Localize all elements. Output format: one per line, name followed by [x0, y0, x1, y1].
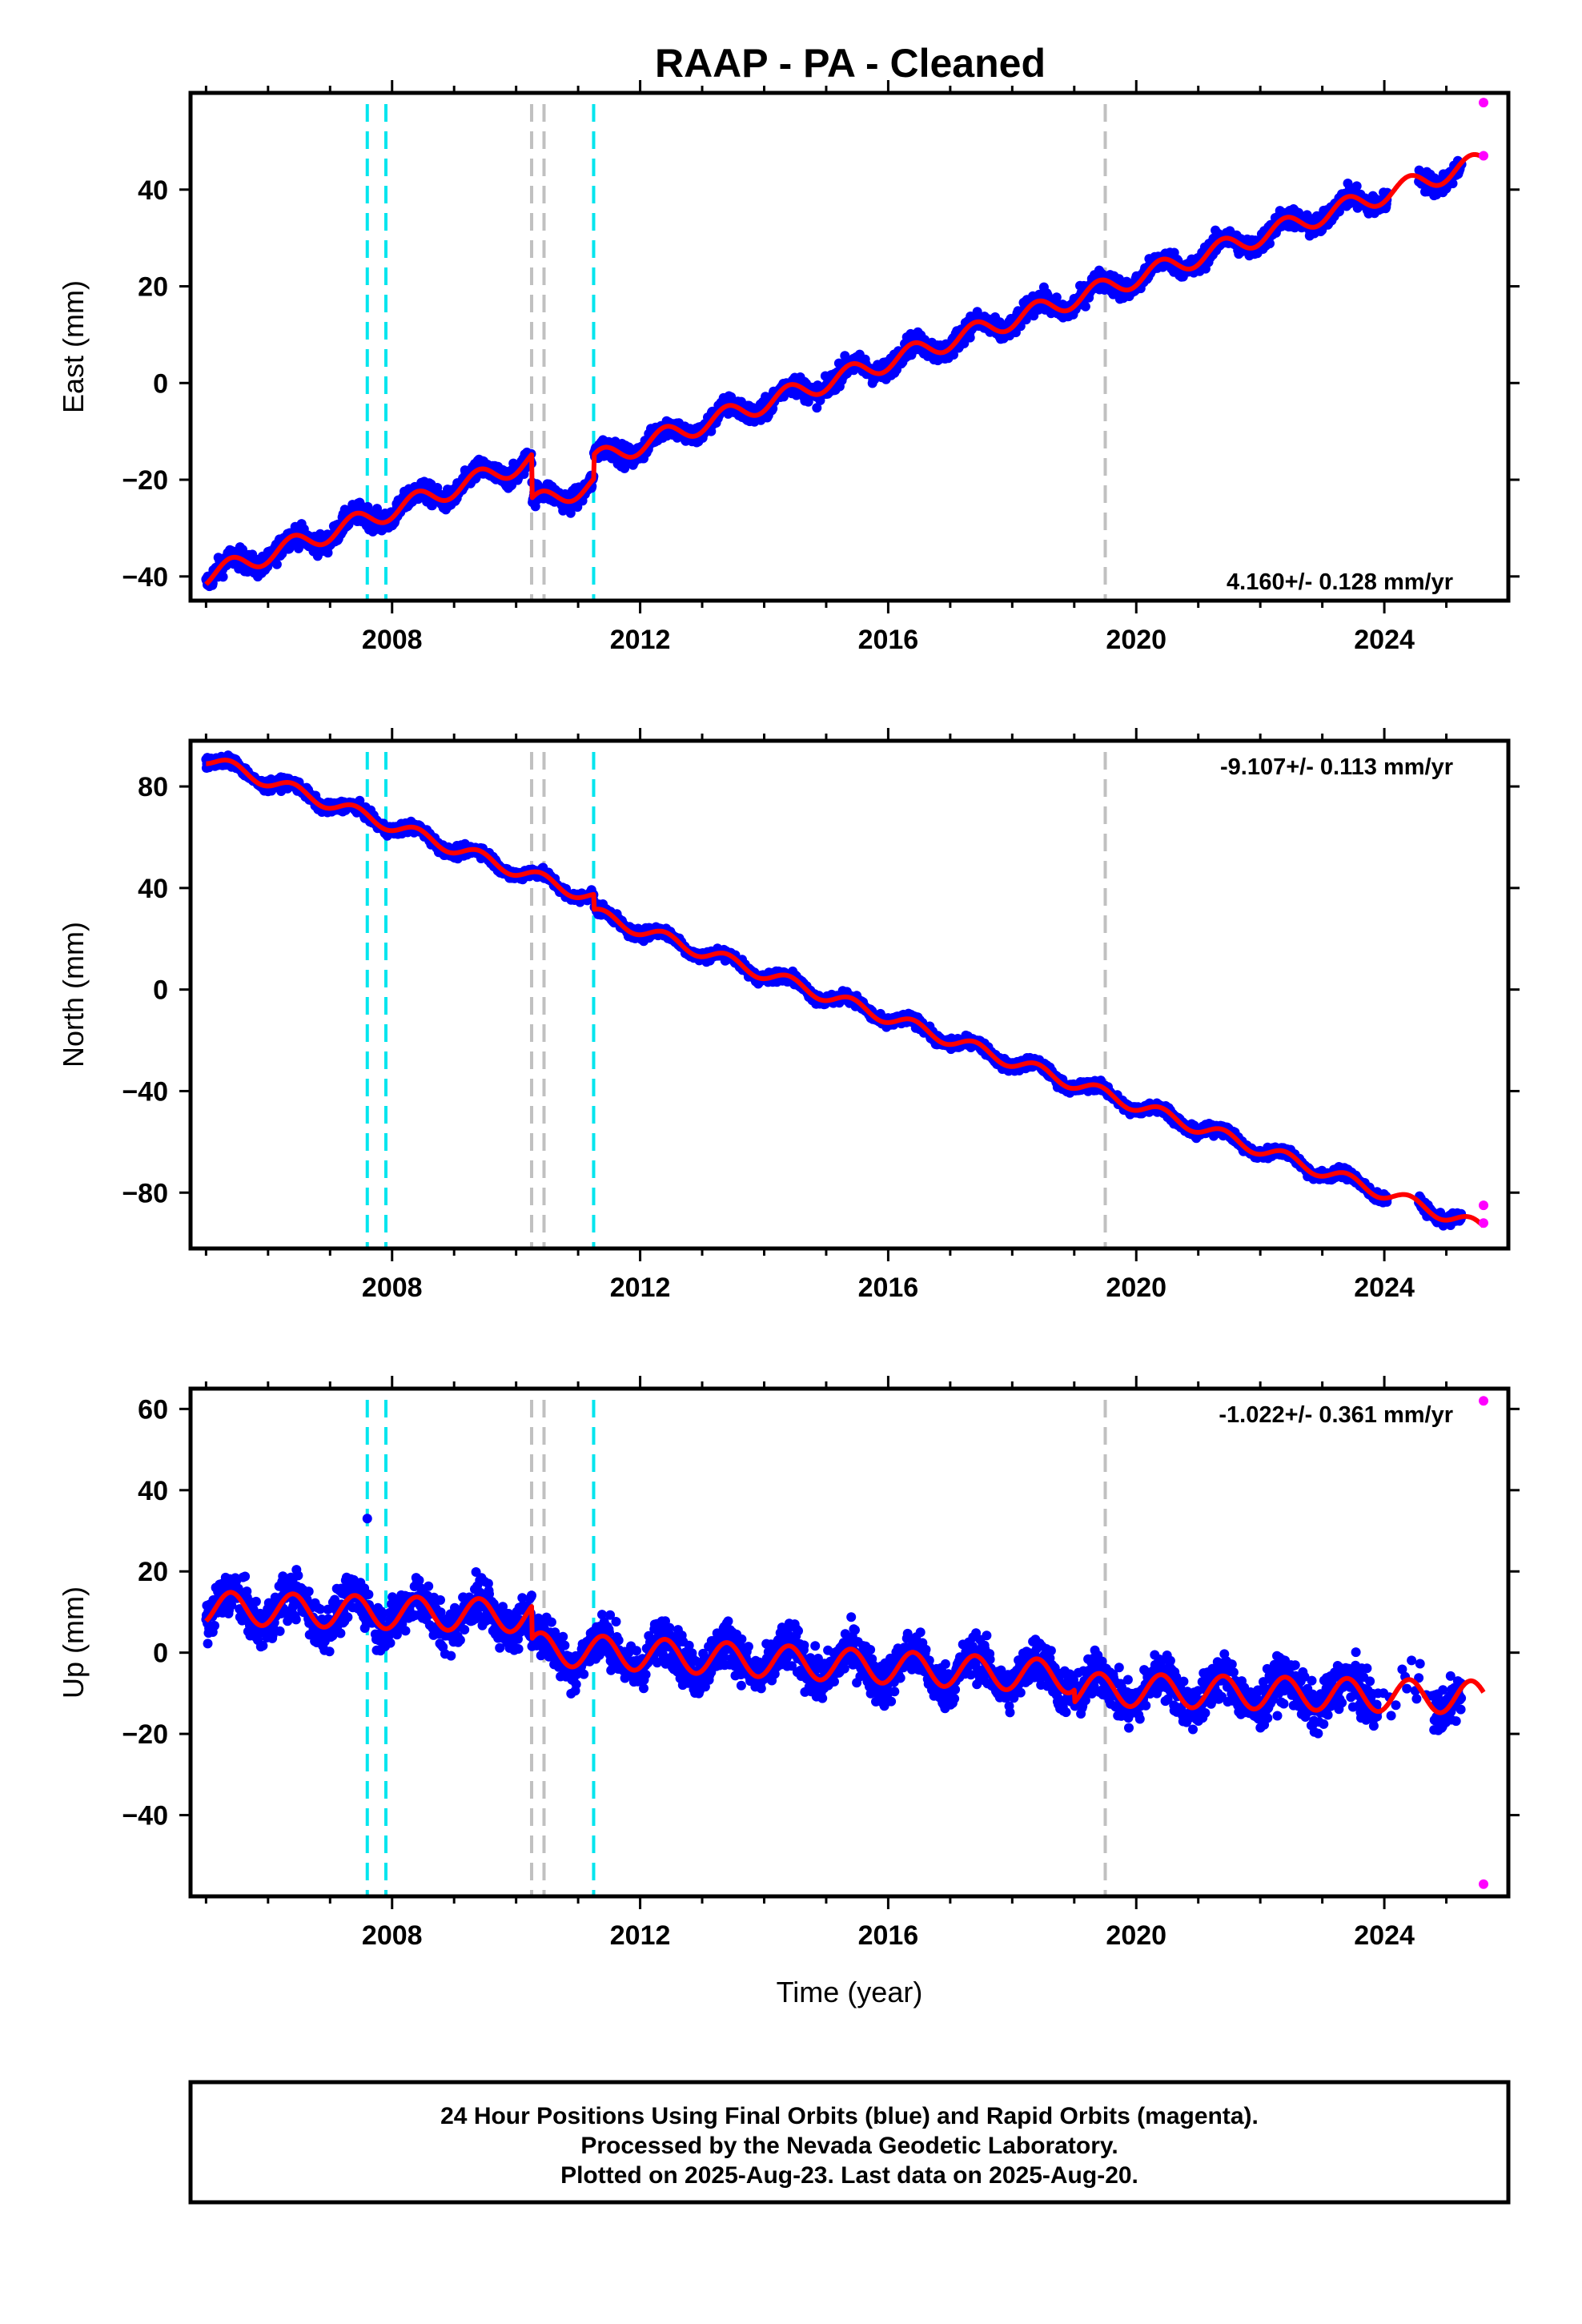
east-ytick-label-3: 20 — [138, 272, 168, 303]
east-ytick-label-0: −40 — [122, 562, 168, 593]
east-final-point — [1051, 292, 1062, 303]
east-y-axis-label: East (mm) — [57, 280, 90, 413]
east-final-point — [949, 350, 958, 360]
east-final-point — [372, 504, 382, 514]
east-final-point — [1080, 301, 1090, 312]
east-ytick-label-2: 0 — [153, 368, 168, 399]
east-xtick-label-1: 2012 — [610, 625, 671, 655]
east-rate-label: 4.160+/- 0.128 mm/yr — [1227, 569, 1453, 595]
east-final-point — [238, 545, 247, 555]
east-final-point — [965, 332, 975, 343]
east-final-point — [1351, 181, 1362, 191]
chart-title: RAAP - PA - Cleaned — [655, 41, 1046, 86]
east-xtick-label-2: 2016 — [858, 625, 919, 655]
east-final-point — [271, 559, 282, 569]
east-rapid-point-1 — [1479, 151, 1489, 161]
east-final-point — [218, 572, 228, 582]
north-final-orbit-points — [201, 750, 1467, 1231]
east-xtick-label-3: 2020 — [1106, 625, 1166, 655]
east-final-point — [363, 501, 373, 512]
east-final-point — [812, 403, 822, 413]
east-ytick-label-4: 40 — [138, 175, 168, 206]
north-plot-area — [201, 750, 1489, 1248]
east-rapid-point-0 — [1479, 98, 1489, 108]
east-xtick-label-0: 2008 — [362, 625, 423, 655]
east-ytick-label-1: −20 — [122, 465, 168, 496]
east-xtick-label-4: 2024 — [1354, 625, 1415, 655]
east-final-point — [959, 338, 970, 348]
east-plot-area — [201, 98, 1489, 601]
east-panel: −40 −20 0 20 40 2008 2012 2016 2020 2024 East (mm)… — [57, 80, 1520, 655]
